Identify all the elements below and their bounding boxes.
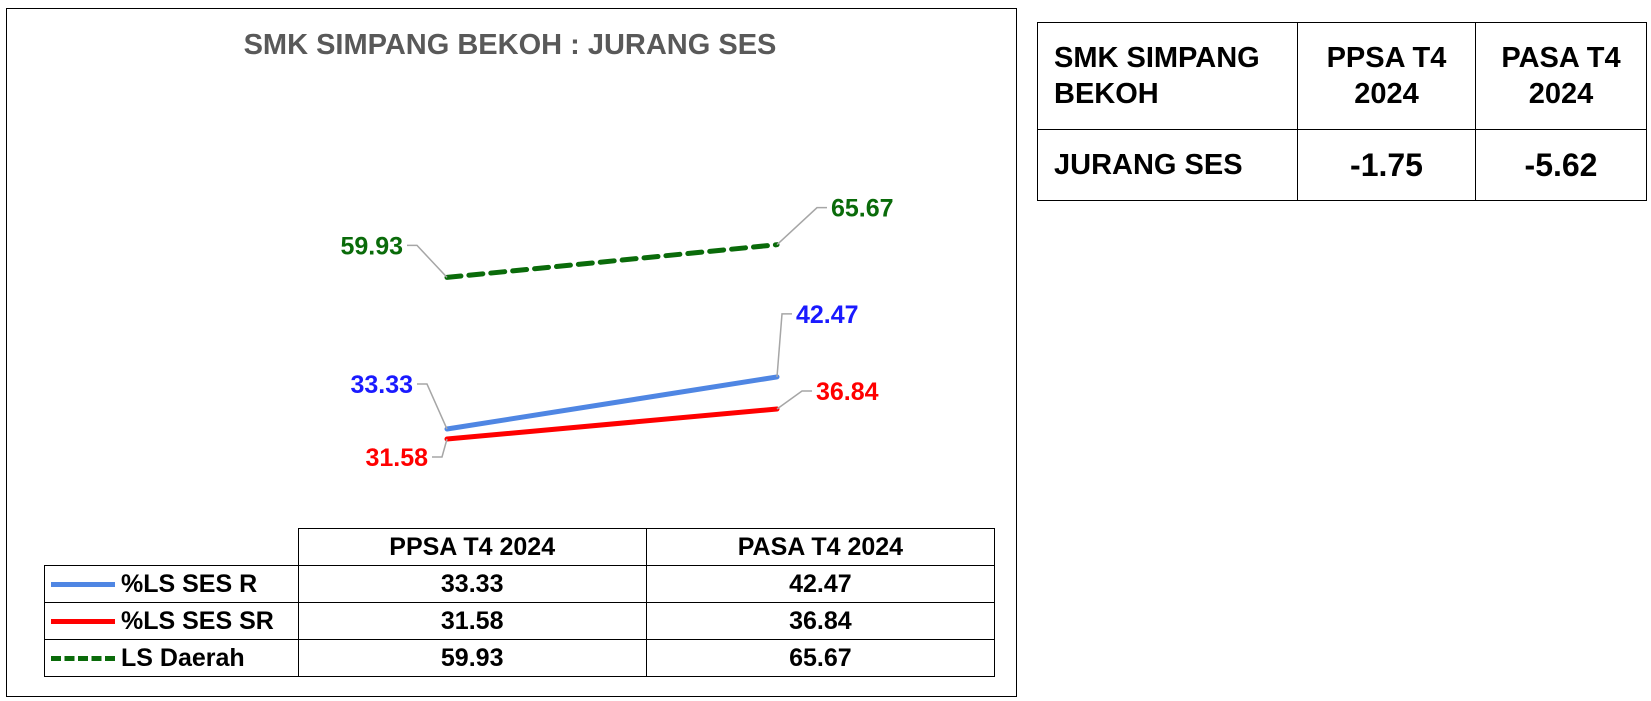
table-header-row: PPSA T4 2024 PASA T4 2024 bbox=[44, 528, 996, 566]
leader-line bbox=[417, 383, 448, 430]
leader-line bbox=[776, 313, 792, 377]
chart-area: SMK SIMPANG BEKOH : JURANG SES 33.33 42.4… bbox=[6, 8, 1017, 697]
summary-table: SMK SIMPANG BEKOH PPSA T4 2024 PASA T4 2… bbox=[1037, 22, 1647, 201]
chart-title: SMK SIMPANG BEKOH : JURANG SES bbox=[244, 29, 777, 61]
ppsa-gap-value: -1.75 bbox=[1297, 129, 1476, 201]
legend-line-ses-r bbox=[51, 582, 115, 588]
summary-header-row: SMK SIMPANG BEKOH PPSA T4 2024 PASA T4 2… bbox=[1037, 22, 1647, 130]
data-label: 59.93 bbox=[340, 232, 403, 260]
ppsa-header: PPSA T4 2024 bbox=[1297, 22, 1476, 130]
table-cell: 65.67 bbox=[645, 639, 996, 677]
series-legend-cell: %LS SES SR bbox=[44, 602, 299, 640]
table-row: %LS SES SR 31.58 36.84 bbox=[44, 602, 996, 640]
leader-line bbox=[776, 390, 812, 410]
data-label: 65.67 bbox=[831, 195, 894, 223]
header-line: 2024 bbox=[1354, 78, 1419, 110]
series-name: %LS SES SR bbox=[121, 606, 274, 635]
series-name: LS Daerah bbox=[121, 643, 245, 672]
leader-line bbox=[407, 244, 448, 278]
legend-line-ses-sr bbox=[51, 619, 115, 625]
series-legend-cell: LS Daerah bbox=[44, 639, 299, 677]
table-cell: 42.47 bbox=[645, 565, 996, 603]
series-legend-cell: %LS SES R bbox=[44, 565, 299, 603]
school-name-line: SMK SIMPANG bbox=[1054, 42, 1260, 74]
table-row: LS Daerah 59.93 65.67 bbox=[44, 639, 996, 677]
data-label: 36.84 bbox=[816, 378, 879, 406]
table-row: %LS SES R 33.33 42.47 bbox=[44, 565, 996, 603]
series-line-ses-sr bbox=[444, 406, 780, 442]
series-name: %LS SES R bbox=[121, 569, 258, 598]
leader-line bbox=[776, 206, 827, 246]
school-name-header: SMK SIMPANG BEKOH bbox=[1037, 22, 1298, 130]
data-label: 31.58 bbox=[365, 444, 428, 472]
series-line-ls-daerah bbox=[444, 242, 780, 280]
leader-line bbox=[432, 438, 448, 458]
row-label: JURANG SES bbox=[1037, 129, 1298, 201]
table-cell: 33.33 bbox=[297, 565, 647, 603]
pasa-header: PASA T4 2024 bbox=[1475, 22, 1647, 130]
category-header: PASA T4 2024 bbox=[645, 528, 996, 566]
header-line: 2024 bbox=[1528, 78, 1594, 110]
header-line: PASA T4 bbox=[1501, 42, 1621, 74]
legend-line-ls-daerah bbox=[51, 656, 115, 662]
category-header: PPSA T4 2024 bbox=[297, 528, 647, 566]
data-label: 42.47 bbox=[796, 301, 859, 329]
chart-data-table: PPSA T4 2024 PASA T4 2024 %LS SES R 33.3… bbox=[44, 528, 996, 677]
series-line-ses-r bbox=[444, 374, 780, 432]
empty-corner-cell bbox=[44, 528, 299, 566]
line-chart: SMK SIMPANG BEKOH : JURANG SES 33.33 42.4… bbox=[244, 29, 894, 472]
header-line: PPSA T4 bbox=[1326, 42, 1447, 74]
summary-row: JURANG SES -1.75 -5.62 bbox=[1037, 129, 1647, 201]
table-cell: 59.93 bbox=[297, 639, 647, 677]
table-cell: 36.84 bbox=[645, 602, 996, 640]
pasa-gap-value: -5.62 bbox=[1475, 129, 1647, 201]
data-label: 33.33 bbox=[350, 371, 413, 399]
table-cell: 31.58 bbox=[297, 602, 647, 640]
school-name-line: BEKOH bbox=[1054, 78, 1159, 110]
